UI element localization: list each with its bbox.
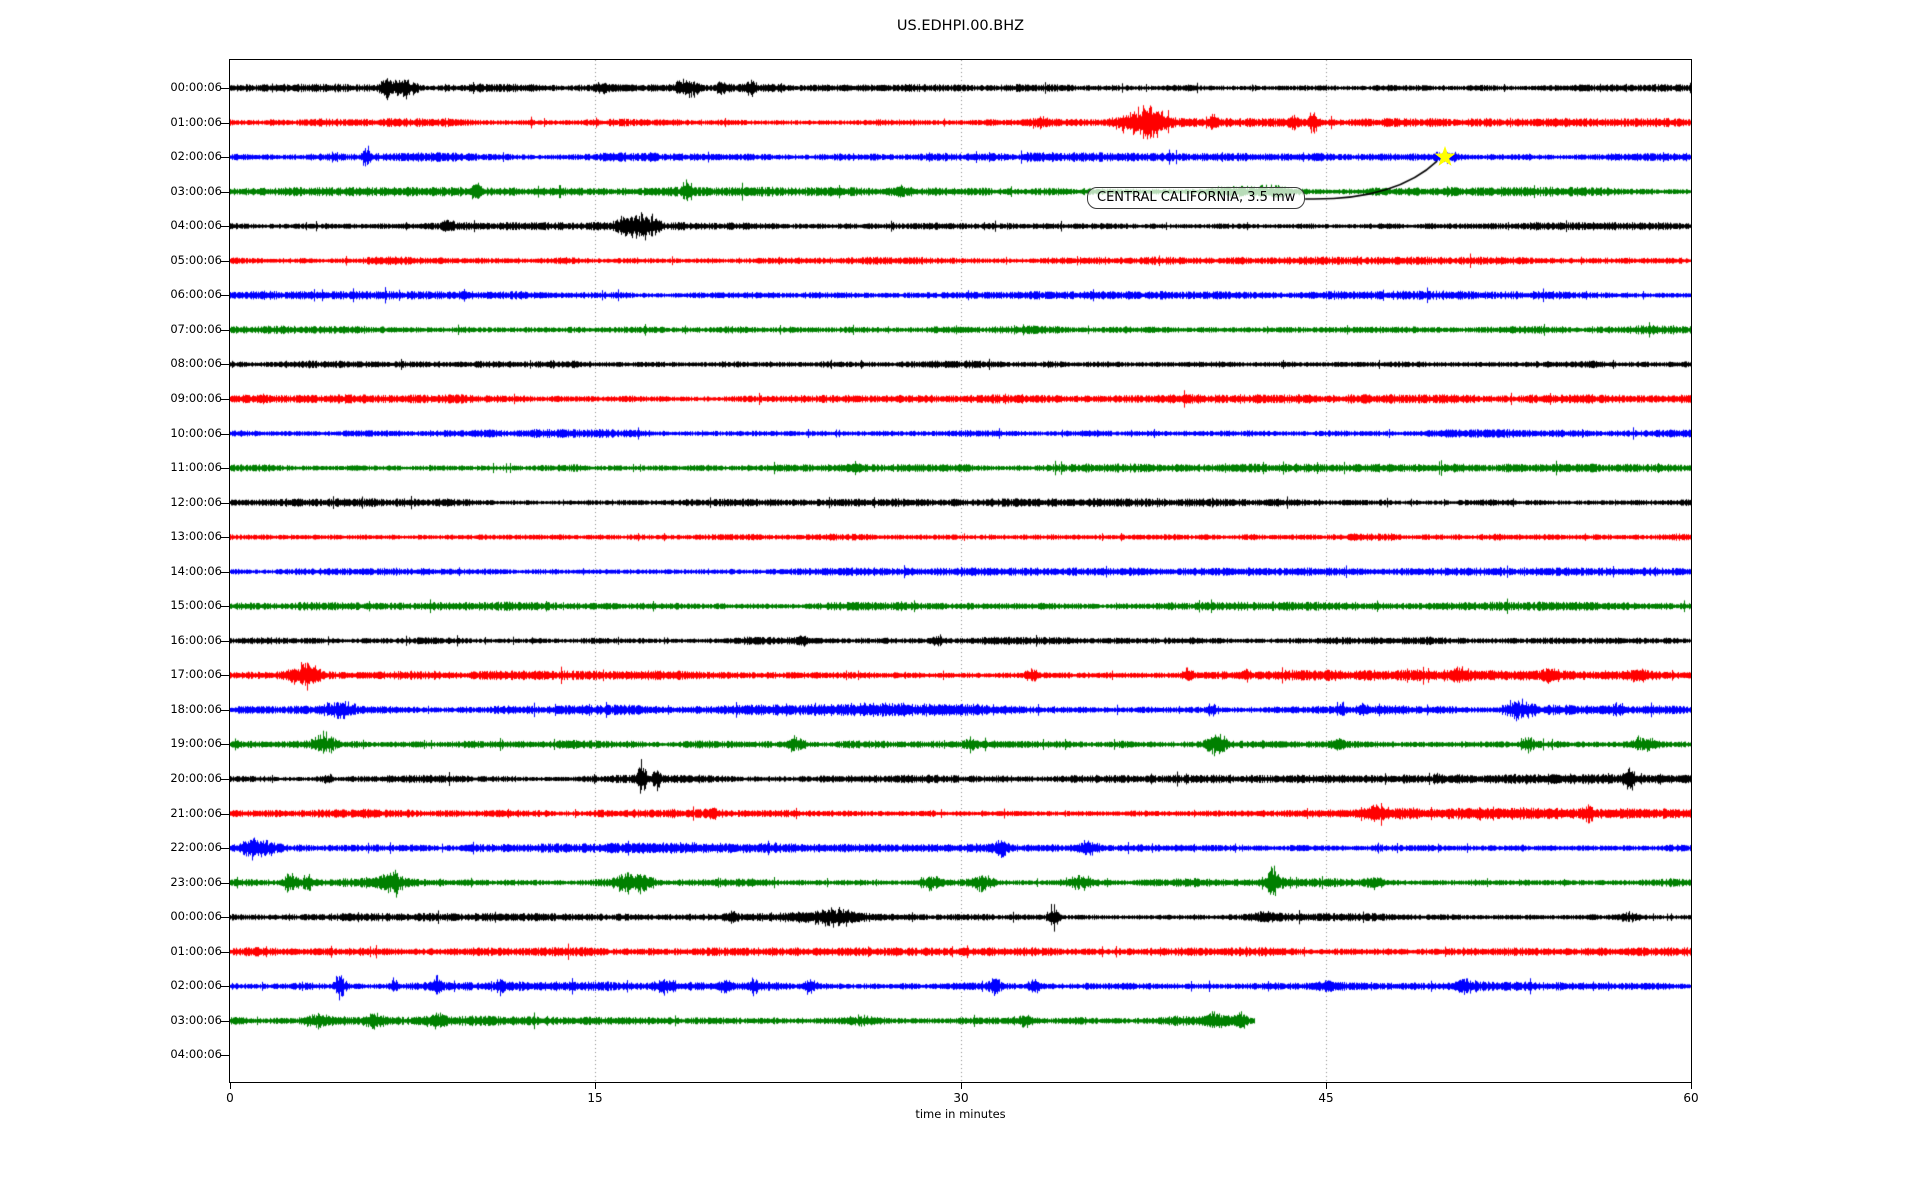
y-axis-label: 10:00:06 <box>170 425 222 440</box>
y-axis-tick <box>221 1055 229 1056</box>
event-annotation-text: CENTRAL CALIFORNIA, 3.5 mw <box>1097 190 1296 205</box>
y-axis-label: 09:00:06 <box>170 390 222 405</box>
y-axis-tick <box>221 572 229 573</box>
y-axis-label: 17:00:06 <box>170 667 222 682</box>
event-annotation-box: CENTRAL CALIFORNIA, 3.5 mw <box>1087 187 1306 209</box>
y-axis-tick <box>221 192 229 193</box>
y-axis-tick <box>221 779 229 780</box>
event-star-icon <box>1434 146 1456 166</box>
y-axis-label: 19:00:06 <box>170 736 222 751</box>
x-axis-tick <box>961 1082 962 1089</box>
x-axis-tick-label: 45 <box>1318 1091 1334 1105</box>
y-axis-label: 21:00:06 <box>170 805 222 820</box>
y-axis-label: 01:00:06 <box>170 114 222 129</box>
x-axis-tick <box>1691 1082 1692 1089</box>
y-axis-tick <box>221 261 229 262</box>
y-axis-tick <box>221 986 229 987</box>
y-axis-label: 15:00:06 <box>170 598 222 613</box>
y-axis-label: 04:00:06 <box>170 218 222 233</box>
y-axis-tick <box>221 537 229 538</box>
y-axis-tick <box>221 434 229 435</box>
y-axis-tick <box>221 399 229 400</box>
y-axis-label: 13:00:06 <box>170 529 222 544</box>
y-axis-label: 07:00:06 <box>170 321 222 336</box>
waveform-canvas <box>230 60 1691 1082</box>
y-axis-label: 01:00:06 <box>170 943 222 958</box>
y-axis-tick <box>221 503 229 504</box>
y-axis-label: 02:00:06 <box>170 978 222 993</box>
y-axis-label: 11:00:06 <box>170 460 222 475</box>
y-axis-label: 04:00:06 <box>170 1047 222 1062</box>
y-axis-tick <box>221 88 229 89</box>
y-axis-tick <box>221 468 229 469</box>
y-axis-label: 06:00:06 <box>170 287 222 302</box>
y-axis-tick <box>221 814 229 815</box>
y-axis-label: 08:00:06 <box>170 356 222 371</box>
y-axis-label: 14:00:06 <box>170 563 222 578</box>
y-axis-tick <box>221 641 229 642</box>
y-axis-tick <box>221 295 229 296</box>
y-axis-label: 16:00:06 <box>170 632 222 647</box>
y-axis-tick <box>221 123 229 124</box>
y-axis-label: 03:00:06 <box>170 1012 222 1027</box>
y-axis-tick <box>221 710 229 711</box>
y-axis-tick <box>221 675 229 676</box>
y-axis-tick <box>221 226 229 227</box>
y-axis-tick <box>221 1021 229 1022</box>
y-axis-label: 20:00:06 <box>170 771 222 785</box>
y-axis-tick <box>221 917 229 918</box>
y-axis-tick <box>221 883 229 884</box>
y-axis-tick <box>221 952 229 953</box>
y-axis-tick <box>221 364 229 365</box>
x-axis-tick <box>230 1082 231 1089</box>
y-axis-label: 23:00:06 <box>170 874 222 889</box>
y-axis-label: 03:00:06 <box>170 183 222 198</box>
y-axis-label: 05:00:06 <box>170 252 222 267</box>
y-axis-label: 22:00:06 <box>170 840 222 855</box>
y-axis-label: 00:00:06 <box>170 909 222 924</box>
x-axis-tick-label: 30 <box>953 1091 969 1105</box>
x-axis-tick <box>595 1082 596 1089</box>
x-axis-title: time in minutes <box>915 1107 1006 1121</box>
y-axis-tick <box>221 848 229 849</box>
y-axis-tick <box>221 330 229 331</box>
plot-title: US.EDHPI.00.BHZ <box>896 18 1025 34</box>
y-axis-label: 12:00:06 <box>170 494 222 509</box>
y-axis-label: 02:00:06 <box>170 149 222 164</box>
x-axis-tick <box>1326 1082 1327 1089</box>
x-axis-tick-label: 0 <box>226 1091 234 1105</box>
x-axis-tick-label: 60 <box>1683 1091 1699 1105</box>
y-axis-tick <box>221 157 229 158</box>
y-axis-tick <box>221 744 229 745</box>
y-axis-label: 18:00:06 <box>170 701 222 716</box>
y-axis-tick <box>221 606 229 607</box>
y-axis-label: 00:00:06 <box>170 80 222 94</box>
x-axis-tick-label: 15 <box>587 1091 603 1105</box>
